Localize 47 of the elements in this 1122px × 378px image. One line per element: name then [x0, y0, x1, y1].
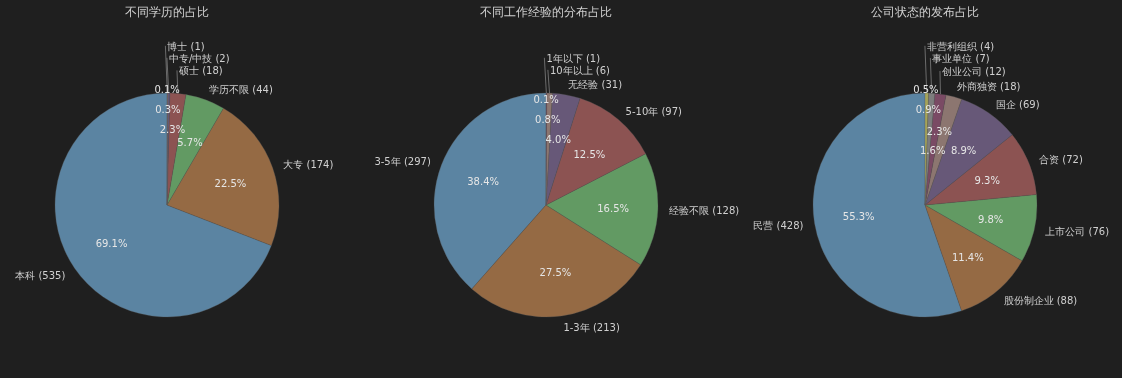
slice-label: 外商独资 (18)	[956, 80, 1021, 92]
data-label: 27.5%	[539, 266, 572, 278]
data-label: 5.7%	[177, 136, 203, 148]
slice-label: 博士 (1)	[167, 40, 205, 52]
data-label: 22.5%	[214, 177, 247, 189]
slice-label: 中专/中技 (2)	[168, 52, 230, 64]
data-label: 12.5%	[573, 148, 606, 160]
data-label: 11.4%	[951, 251, 984, 263]
slice-label: 学历不限 (44)	[209, 84, 273, 96]
data-label: 2.3%	[926, 125, 953, 137]
slice-label: 5-10年 (97)	[625, 105, 683, 117]
data-label: 69.1%	[95, 237, 128, 249]
data-label: 4.0%	[545, 133, 571, 145]
data-label: 0.8%	[535, 114, 561, 126]
slice-label: 非营利组织 (4)	[926, 40, 995, 52]
slice-label: 合资 (72)	[1039, 153, 1083, 165]
data-label: 16.5%	[597, 202, 630, 214]
data-label: 2.3%	[159, 124, 186, 136]
data-label: 0.5%	[913, 84, 939, 96]
data-label: 55.3%	[842, 211, 875, 223]
data-label: 8.9%	[950, 145, 977, 157]
slice-label: 10年以上 (6)	[549, 64, 611, 76]
slice-label: 大专 (174)	[283, 159, 334, 171]
data-label: 9.8%	[977, 214, 1004, 226]
data-label: 1.6%	[920, 144, 946, 156]
data-label: 0.3%	[155, 104, 181, 116]
chart-title: 不同工作经验的分布占比	[480, 5, 612, 19]
slice-label: 无经验 (31)	[568, 78, 623, 90]
slice-label: 经验不限 (128)	[669, 205, 740, 217]
slice-label: 1-3年 (213)	[563, 321, 620, 333]
data-label: 9.3%	[974, 174, 1000, 186]
slice-label: 硕士 (18)	[177, 65, 223, 77]
slice-label: 事业单位 (7)	[932, 53, 990, 65]
slice-label: 民营 (428)	[753, 220, 804, 232]
slice-label: 3-5年 (297)	[374, 156, 431, 168]
slice-label: 国企 (69)	[995, 99, 1040, 111]
slice-label: 股份制企业 (88)	[1003, 294, 1078, 306]
chart-title: 公司状态的发布占比	[871, 5, 979, 19]
data-label: 0.1%	[154, 84, 180, 95]
slice-label: 1年以下 (1)	[546, 52, 601, 64]
chart-title: 不同学历的占比	[125, 5, 209, 19]
data-label: 0.1%	[533, 94, 559, 105]
slice-label: 上市公司 (76)	[1045, 226, 1110, 238]
data-label: 38.4%	[467, 176, 500, 188]
data-label: 0.9%	[915, 104, 942, 116]
slice-label: 本科 (535)	[15, 269, 66, 281]
slice-label: 创业公司 (12)	[941, 65, 1006, 77]
